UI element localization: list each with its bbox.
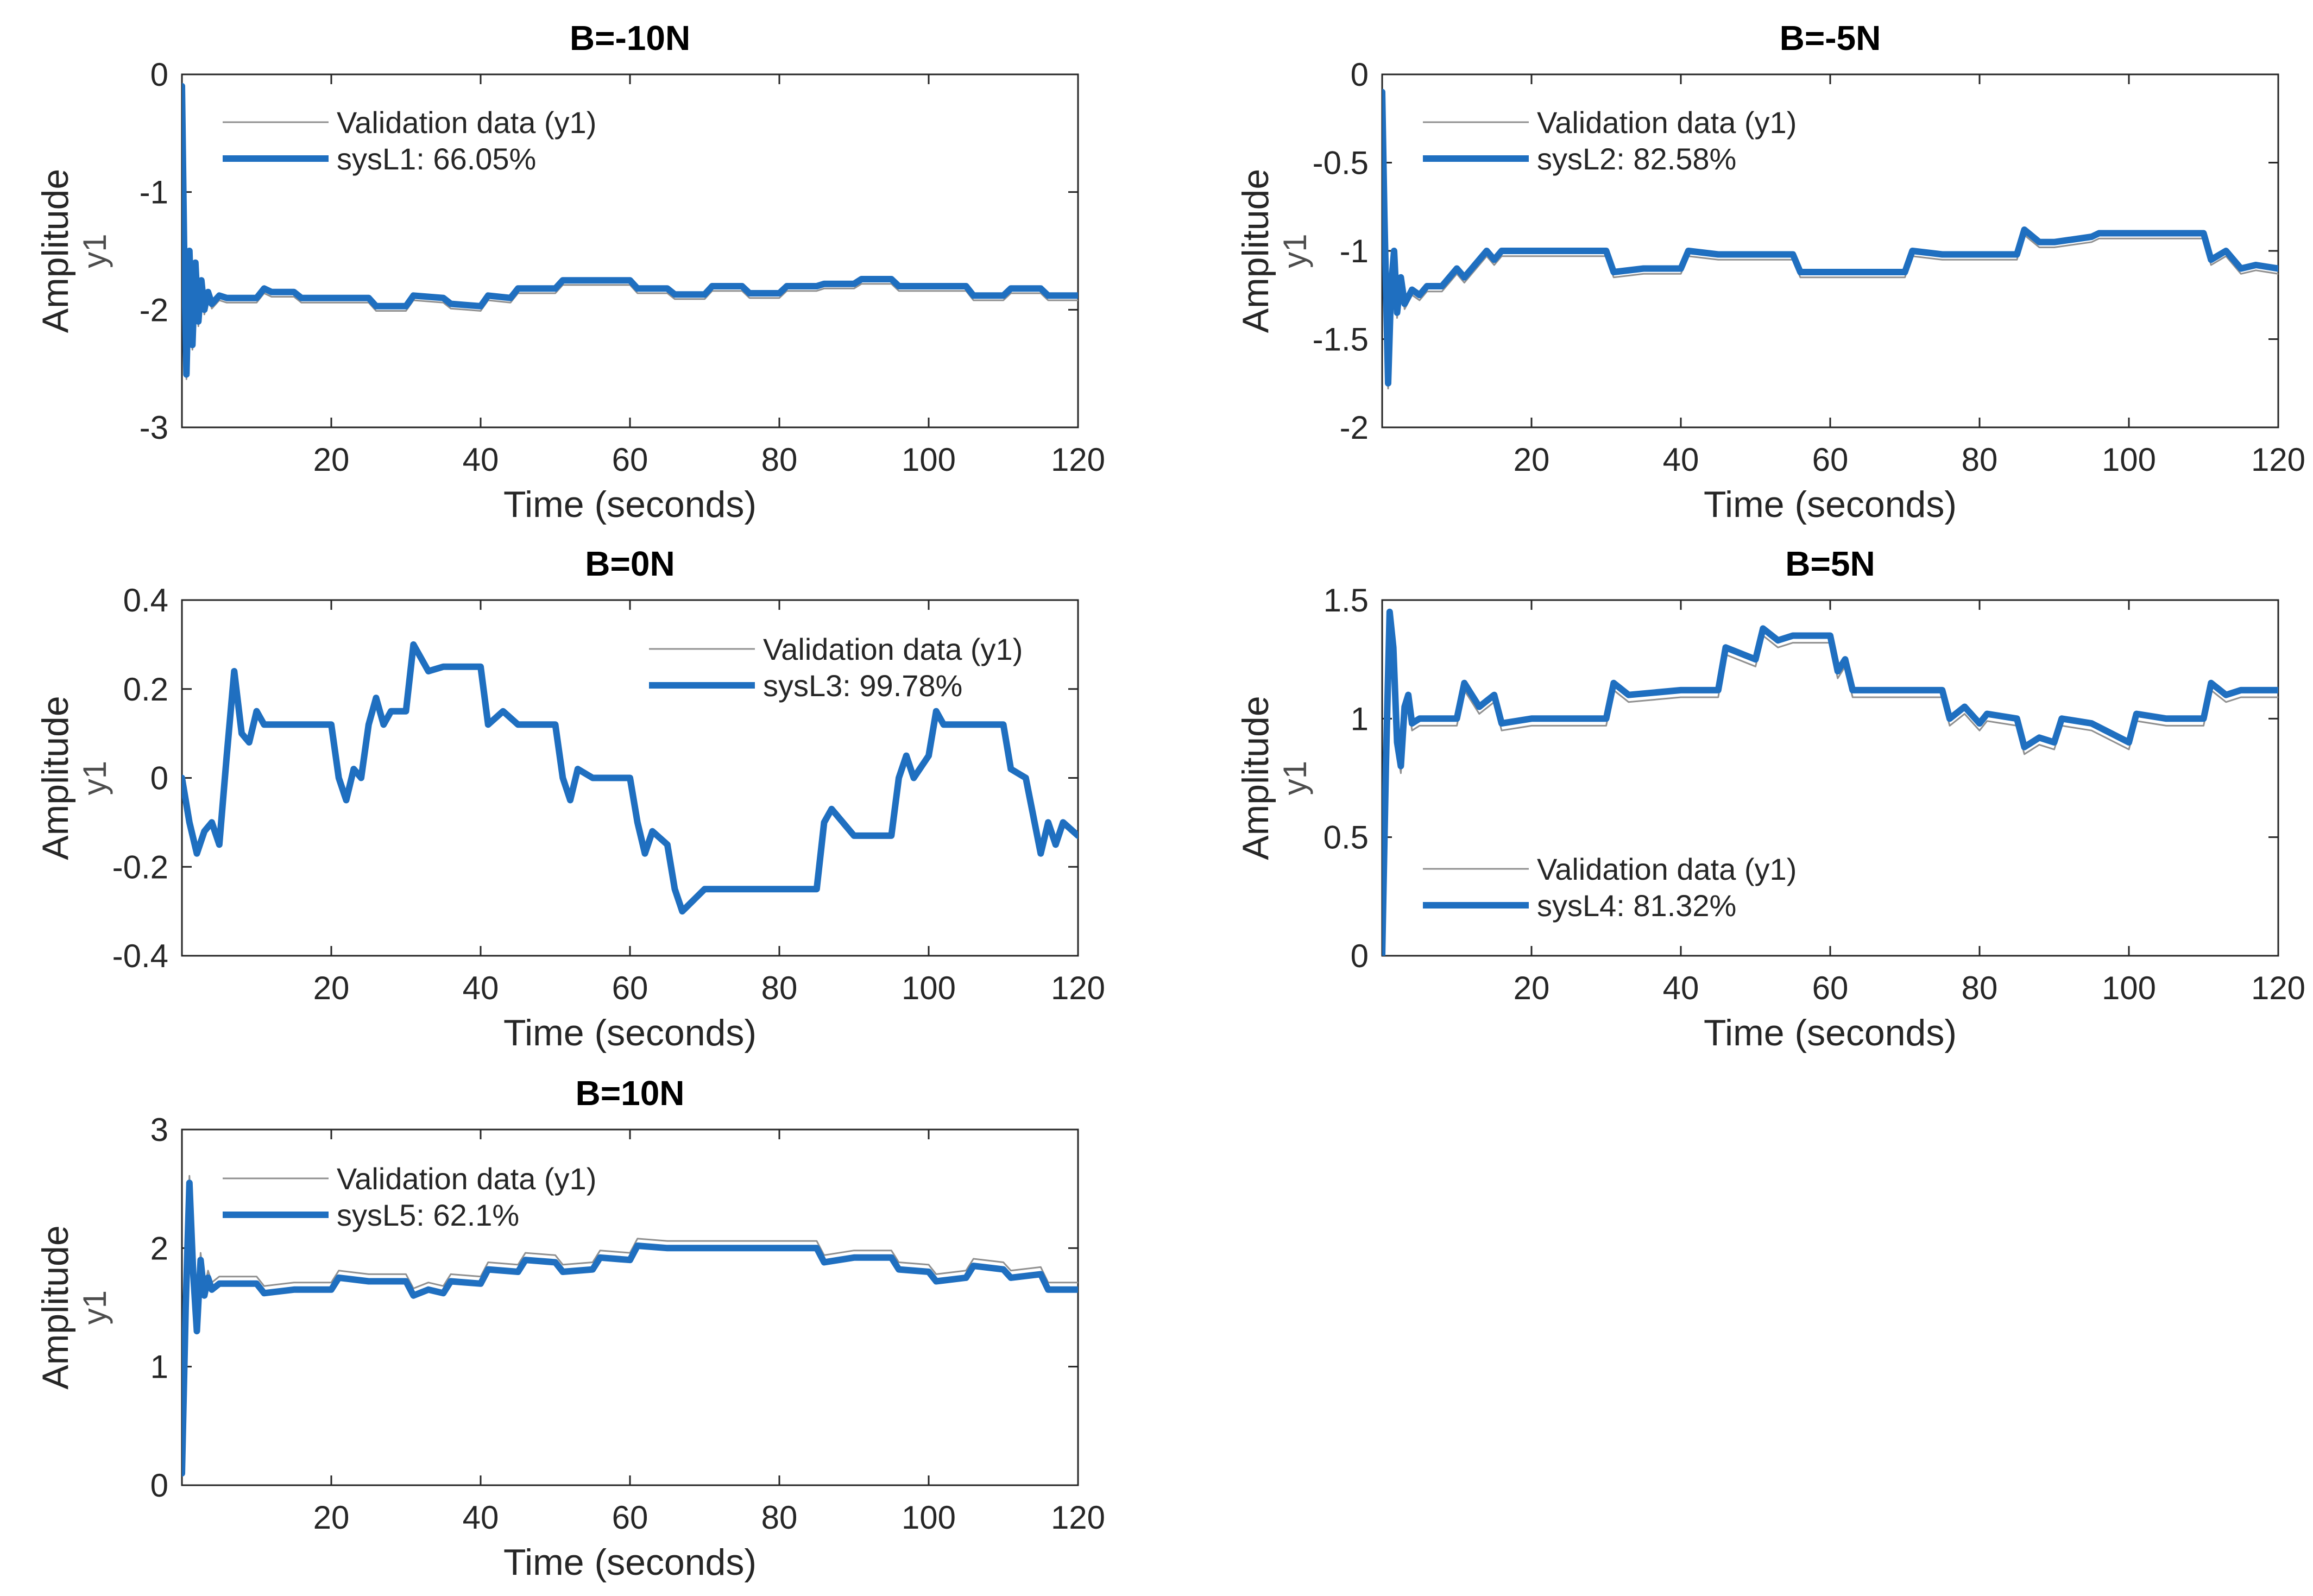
y-tick-label: 0 [1351, 938, 1369, 974]
x-tick-label: 120 [1051, 1499, 1105, 1536]
y-tick-label: -2 [140, 292, 168, 328]
x-tick-label: 100 [902, 1499, 956, 1536]
y-tick-label: -1 [140, 174, 168, 211]
y-tick-label: -3 [140, 409, 168, 446]
x-tick-label: 120 [2251, 441, 2305, 478]
x-axis-label: Time (seconds) [1704, 484, 1957, 525]
plot-area [181, 1128, 1079, 1486]
model-series-line [182, 1179, 1078, 1477]
legend-entry-label: sysL2: 82.58% [1537, 142, 1736, 176]
x-tick-label: 60 [1812, 970, 1849, 1006]
chart-title: B=-10N [570, 18, 690, 58]
legend-entry-label: Validation data (y1) [1537, 105, 1797, 140]
y-axis-label: Amplitude [35, 696, 76, 860]
y-tick-label: -1.5 [1313, 321, 1369, 358]
x-tick-label: 80 [1962, 970, 1998, 1006]
legend-entry-label: Validation data (y1) [337, 105, 596, 140]
y-tick-label: 0.4 [123, 582, 168, 619]
x-tick-label: 120 [1051, 970, 1105, 1006]
x-tick-label: 20 [313, 441, 350, 478]
y-tick-label: 1 [1351, 701, 1369, 737]
x-tick-label: 40 [1663, 970, 1699, 1006]
model-series-line [1382, 89, 2278, 387]
subplot-1: 20 40 60 80 100 120 0 -1 -2 -3 B=-10N Time (seconds… [35, 18, 1105, 525]
y-tick-label: -0.4 [112, 938, 168, 974]
chart-title: B=0N [585, 544, 675, 583]
x-axis-label: Time (seconds) [1704, 1012, 1957, 1054]
y-axis-label: Amplitude [35, 1225, 76, 1389]
legend-entry-label: sysL3: 99.78% [763, 668, 962, 703]
y-axis-label: Amplitude [1235, 169, 1276, 333]
subplot-2: 20 40 60 80 100 120 0 -0.5 -1 -1.5 -2 B=-5N Time (se… [1235, 18, 2305, 525]
y-tick-label: 2 [150, 1230, 168, 1266]
y-tick-label: -2 [1340, 409, 1369, 446]
chart-title: B=-5N [1780, 18, 1881, 58]
plot-area [181, 73, 1079, 428]
x-tick-label: 100 [902, 970, 956, 1006]
x-tick-label: 20 [1514, 970, 1550, 1006]
x-tick-label: 80 [761, 1499, 798, 1536]
model-series-line [182, 83, 1078, 378]
y-tick-label: -1 [1340, 233, 1369, 269]
model-series-line [1382, 608, 2278, 956]
legend-entry-label: sysL5: 62.1% [337, 1198, 519, 1232]
y-axis-sublabel: y1 [1277, 234, 1313, 268]
y-tick-label: 1 [150, 1349, 168, 1385]
legend-entry-label: sysL1: 66.05% [337, 142, 536, 176]
x-tick-label: 80 [761, 970, 798, 1006]
subplot-5: 20 40 60 80 100 120 3 2 1 0 B=10N Time (seconds) Amp… [35, 1074, 1105, 1583]
x-tick-label: 20 [313, 970, 350, 1006]
chart-title: B=5N [1785, 544, 1875, 583]
x-tick-label: 40 [463, 970, 499, 1006]
subplot-4: 20 40 60 80 100 120 1.5 1 0.5 0 B=5N Time (seconds)… [1235, 544, 2305, 1054]
y-axis-sublabel: y1 [1277, 761, 1313, 795]
y-axis-sublabel: y1 [77, 761, 113, 795]
x-tick-label: 20 [1514, 441, 1550, 478]
x-tick-label: 60 [612, 970, 648, 1006]
y-tick-label: 3 [150, 1112, 168, 1148]
plot-area [1381, 599, 2279, 957]
x-tick-label: 60 [612, 441, 648, 478]
y-axis-sublabel: y1 [77, 1290, 113, 1324]
y-tick-label: 0.5 [1323, 819, 1369, 856]
x-axis-label: Time (seconds) [503, 1542, 757, 1583]
y-tick-label: -0.2 [112, 849, 168, 885]
validation-series-line [1382, 96, 2278, 389]
subplot-3: 20 40 60 80 100 120 0.4 0.2 0 -0.2 -0.4 B=0N Time (s… [35, 544, 1105, 1054]
model-series-line [182, 641, 1078, 915]
x-tick-label: 80 [761, 441, 798, 478]
x-tick-label: 80 [1962, 441, 1998, 478]
legend-entry-label: Validation data (y1) [337, 1162, 596, 1196]
x-tick-label: 40 [1663, 441, 1699, 478]
y-axis-label: Amplitude [35, 169, 76, 333]
x-axis-label: Time (seconds) [503, 484, 757, 525]
x-tick-label: 40 [463, 441, 499, 478]
y-axis-sublabel: y1 [77, 234, 113, 268]
legend-entry-label: Validation data (y1) [763, 632, 1023, 666]
y-tick-label: 0 [1351, 56, 1369, 93]
x-tick-label: 60 [612, 1499, 648, 1536]
chart-title: B=10N [576, 1074, 685, 1113]
x-tick-label: 100 [2102, 970, 2156, 1006]
y-tick-label: 0 [150, 56, 168, 93]
x-tick-label: 40 [463, 1499, 499, 1536]
x-tick-label: 100 [2102, 441, 2156, 478]
x-tick-label: 120 [1051, 441, 1105, 478]
legend-entry-label: Validation data (y1) [1537, 852, 1797, 886]
x-tick-label: 100 [902, 441, 956, 478]
y-tick-label: -0.5 [1313, 145, 1369, 181]
validation-series-line [1382, 618, 2278, 956]
legend-entry-label: sysL4: 81.32% [1537, 888, 1736, 923]
x-tick-label: 60 [1812, 441, 1849, 478]
y-tick-label: 1.5 [1323, 582, 1369, 619]
y-tick-label: 0 [150, 760, 168, 797]
y-axis-label: Amplitude [1235, 696, 1276, 860]
y-tick-label: 0.2 [123, 671, 168, 708]
x-axis-label: Time (seconds) [503, 1012, 757, 1054]
y-tick-label: 0 [150, 1467, 168, 1504]
x-tick-label: 120 [2251, 970, 2305, 1006]
x-tick-label: 20 [313, 1499, 350, 1536]
